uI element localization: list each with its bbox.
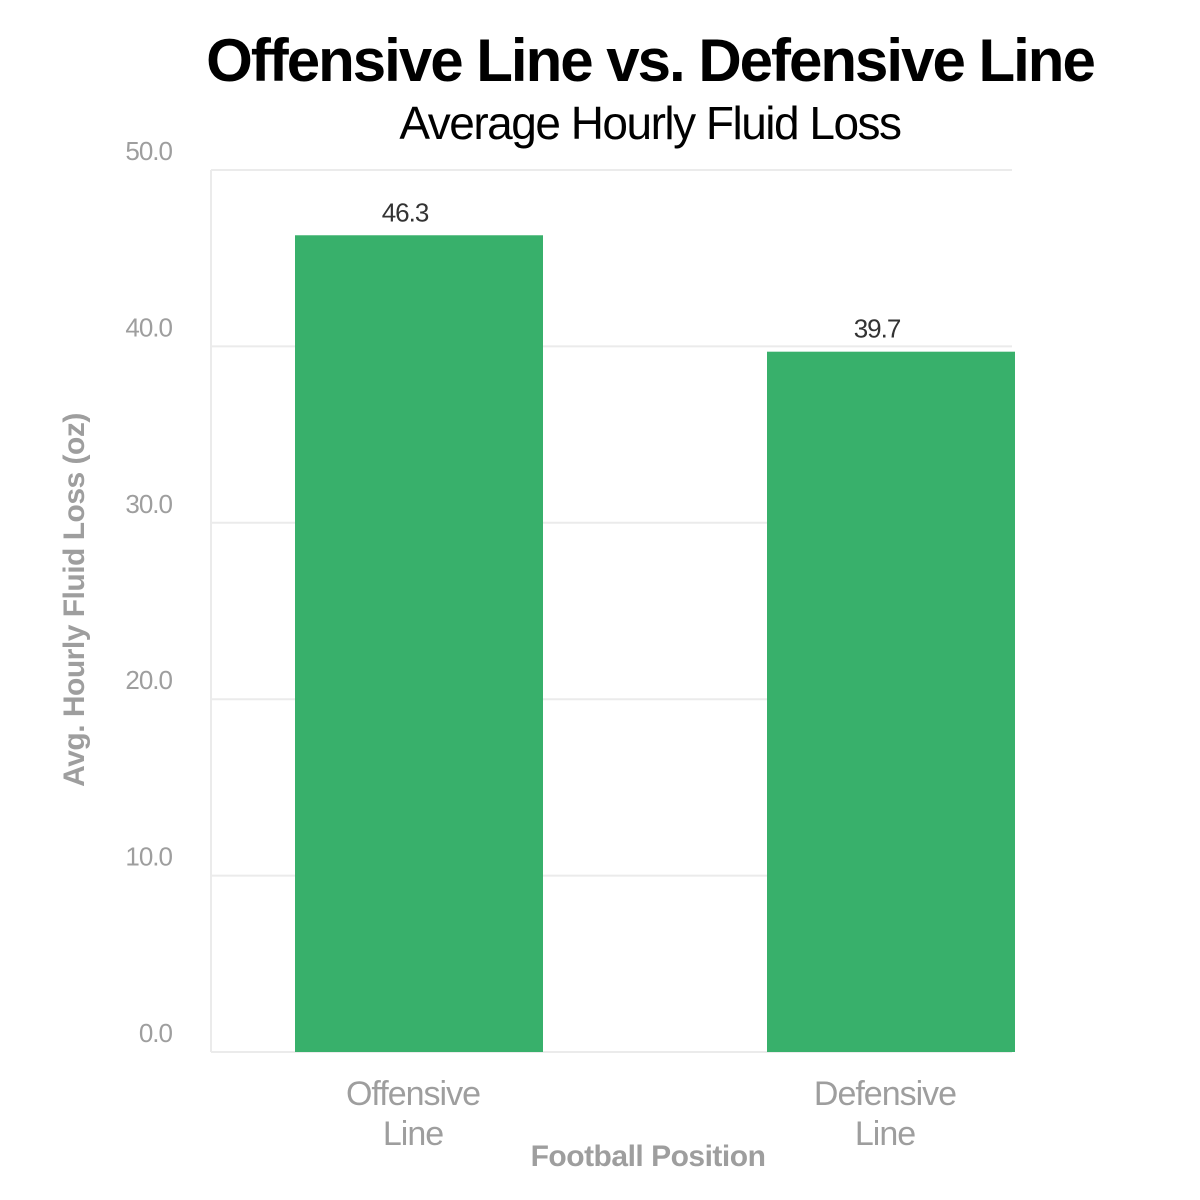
bar (767, 351, 1015, 1052)
y-tick-label: 50.0 (125, 136, 172, 166)
y-tick-label: 20.0 (125, 665, 172, 695)
x-axis-title: Football Position (531, 1140, 766, 1173)
chart-title: Offensive Line vs. Defensive Line (206, 27, 1096, 94)
x-tick-label: Defensive (814, 1075, 956, 1113)
y-axis-title: Avg. Hourly Fluid Loss (oz) (58, 413, 91, 787)
x-tick-label: Line (383, 1115, 443, 1153)
bar (295, 235, 543, 1052)
value-label: 46.3 (382, 197, 429, 227)
y-tick-label: 40.0 (125, 312, 172, 342)
y-tick-label: 10.0 (125, 842, 172, 872)
x-tick-label: Offensive (346, 1075, 480, 1113)
y-tick-label: 0.0 (139, 1018, 173, 1048)
value-label: 39.7 (854, 314, 901, 344)
chart-subtitle: Average Hourly Fluid Loss (399, 97, 902, 149)
x-tick-label: Line (855, 1115, 915, 1153)
y-tick-label: 30.0 (125, 489, 172, 519)
